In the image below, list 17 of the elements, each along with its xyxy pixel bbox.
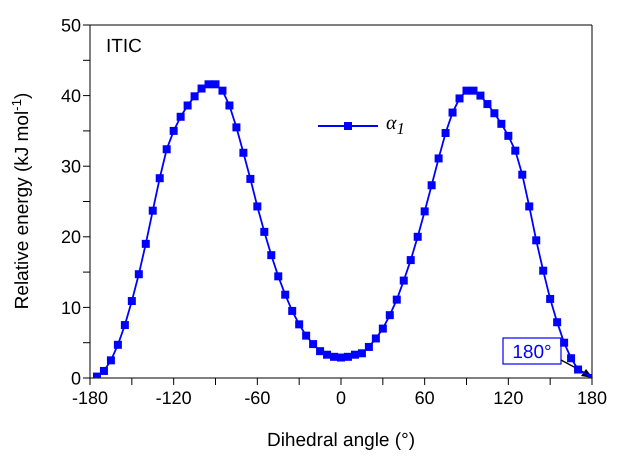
y-tick-label: 0 xyxy=(70,368,81,388)
y-tick-label: 30 xyxy=(60,156,81,177)
legend-label: α$_{1}$ xyxy=(386,112,405,139)
annotation: ITIC xyxy=(106,36,142,57)
x-tick-label: -60 xyxy=(244,388,270,408)
y-tick-label: 40 xyxy=(60,86,81,106)
x-tick-label: 0 xyxy=(336,388,346,408)
y-tick-label: 10 xyxy=(60,298,81,318)
y-tick-label: 20 xyxy=(60,227,81,248)
annotation: 180° xyxy=(512,342,552,363)
x-axis-title: Dihedral angle (°) xyxy=(266,430,416,451)
x-tick-label: 120 xyxy=(493,388,524,408)
x-tick-label: -120 xyxy=(156,388,192,408)
x-tick-label: 60 xyxy=(414,388,435,408)
y-tick-label: 50 xyxy=(60,15,81,36)
x-tick-label: 180 xyxy=(576,388,608,408)
x-tick-label: -180 xyxy=(72,388,108,408)
